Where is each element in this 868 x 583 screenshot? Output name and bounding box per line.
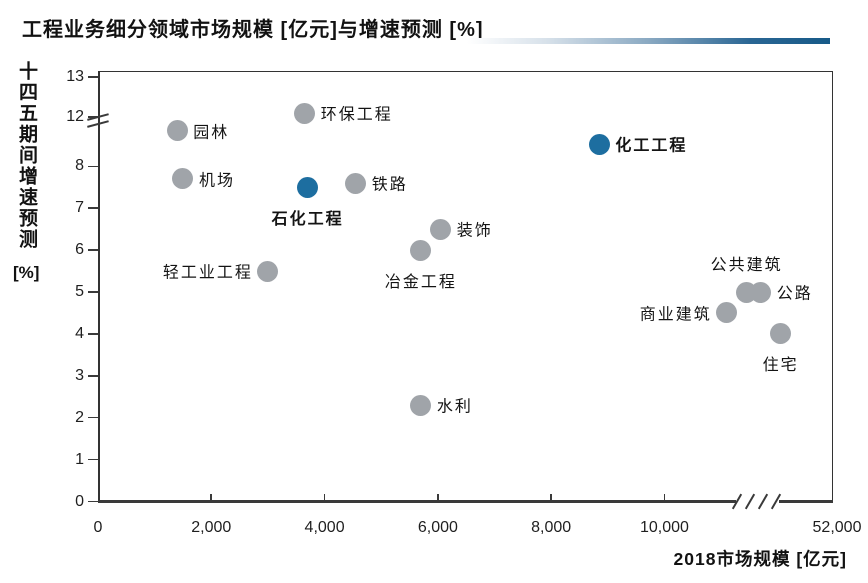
chart-title: 工程业务细分领域市场规模 [亿元]与增速预测 [%] [22,19,484,41]
x-tick-label: 0 [93,519,103,536]
data-point-label: 轻工业工程 [162,264,253,282]
data-point-label: 化工工程 [615,137,688,155]
data-point [770,323,792,345]
y-tick-label: 5 [75,283,84,300]
x-tick-label: 8,000 [531,519,572,536]
x-axis-title: 2018市场规模 [亿元] [673,549,847,569]
y-tick-label: 2 [75,408,84,426]
x-axis-line [779,500,833,503]
data-point [588,133,610,155]
y-tick-label: 3 [75,366,84,384]
x-tick-label: 4,000 [304,519,345,536]
y-tick-label: 4 [75,324,84,342]
data-point-label: 水利 [436,398,473,416]
data-point [410,394,432,416]
x-axis-end-label: 52,000 [812,519,862,536]
x-axis-break-mark [744,493,756,510]
title-accent-bar [467,38,830,44]
data-point [294,102,316,124]
data-point-label: 机场 [198,172,235,190]
y-tick-label: 0 [75,492,84,510]
y-tick-label: 8 [75,157,84,175]
y-tick-label: 13 [66,68,84,86]
y-tick [88,207,98,209]
y-tick [88,76,98,78]
data-point-label: 公共建筑 [710,256,783,274]
y-tick [88,375,98,377]
data-point [750,281,772,303]
y-tick-label: 7 [75,199,84,217]
y-tick [88,458,98,461]
data-point-label: 冶金工程 [384,273,457,291]
x-tick [210,494,213,501]
data-point [257,260,279,282]
x-tick [323,494,326,501]
data-point [716,302,738,324]
data-point-label: 住宅 [762,357,799,375]
data-point [166,120,188,142]
y-tick-label: 1 [75,450,84,468]
data-point-label: 商业建筑 [639,306,712,324]
y-tick [88,165,98,168]
data-point [430,218,452,240]
data-point-label: 装饰 [456,222,493,240]
y-axis-unit: [%] [13,263,40,282]
data-point-label: 公路 [776,285,813,303]
x-axis-break-mark [757,493,769,510]
y-tick-label: 12 [66,108,84,126]
x-tick [550,494,552,501]
data-point-label: 环保工程 [320,106,393,124]
y-tick [88,333,98,335]
x-tick-label: 2,000 [191,519,232,536]
x-tick-label: 6,000 [417,519,458,536]
data-point-label: 石化工程 [271,210,344,228]
y-tick [88,500,98,503]
data-point-label: 园林 [193,124,230,142]
y-axis-title: 十四五期间增速预测 [16,61,37,250]
y-tick [88,291,98,293]
plot-border [98,71,833,502]
x-tick [663,494,666,501]
data-point [297,176,319,198]
data-point [410,239,432,261]
data-point [172,168,194,190]
data-point [345,172,367,194]
y-tick-label: 6 [75,241,84,259]
x-tick [437,494,439,501]
x-axis-line [98,500,736,503]
y-tick [88,416,98,419]
y-axis-break-mark [87,120,109,128]
x-tick-label: 10,000 [640,519,689,536]
y-tick [88,249,98,251]
data-point-label: 铁路 [371,176,408,194]
